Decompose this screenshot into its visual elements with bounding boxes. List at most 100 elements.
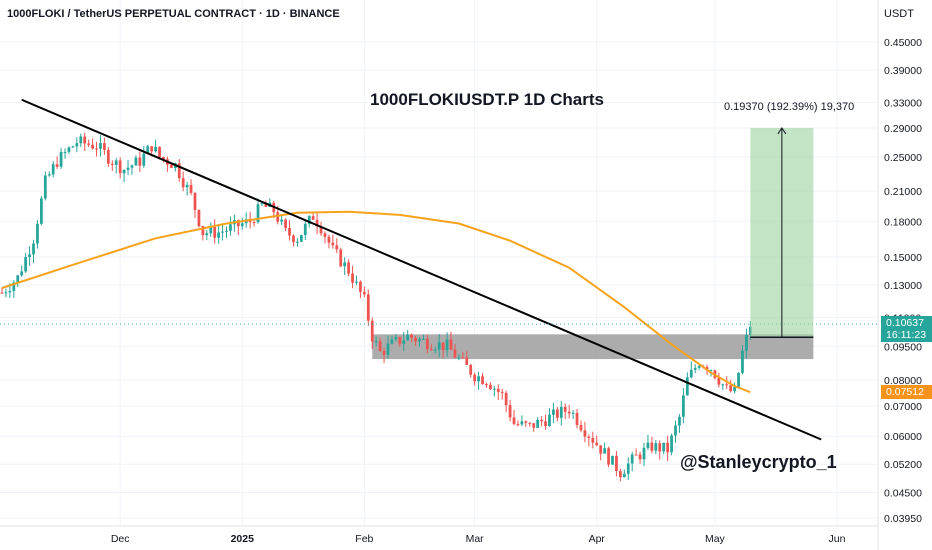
candle xyxy=(106,149,110,164)
candle xyxy=(481,376,484,385)
candle xyxy=(189,184,193,193)
candle xyxy=(91,144,94,149)
candle xyxy=(489,384,492,390)
candle xyxy=(441,342,445,351)
price-tick-label: 0.18000 xyxy=(884,216,922,228)
price-tick-label: 0.29000 xyxy=(884,123,922,135)
candle xyxy=(130,165,134,168)
price-tick-label: 0.04500 xyxy=(884,487,922,499)
candle xyxy=(197,209,201,227)
candle xyxy=(638,454,642,460)
candle xyxy=(469,364,473,375)
candle xyxy=(40,198,43,224)
currency-label[interactable]: USDT xyxy=(884,8,914,20)
candle xyxy=(378,341,382,352)
candle xyxy=(43,175,47,199)
candle xyxy=(142,153,146,166)
candle xyxy=(548,414,551,427)
candle xyxy=(693,367,697,370)
candle xyxy=(240,223,244,227)
candle xyxy=(516,424,520,426)
trendline[interactable] xyxy=(21,98,822,441)
candle xyxy=(418,338,421,342)
last-price-tag: 0.10637 16:11:23 xyxy=(881,316,932,343)
price-tick-label: 0.07000 xyxy=(884,401,922,413)
candle xyxy=(670,435,673,453)
candle xyxy=(307,216,311,224)
candle xyxy=(398,337,402,344)
candle xyxy=(587,436,591,438)
candle xyxy=(288,227,291,236)
price-tick-label: 0.33000 xyxy=(884,98,922,110)
candle xyxy=(626,463,630,474)
measure-label: 0.19370 (192.39%) 19,370 xyxy=(724,101,855,113)
candle xyxy=(87,143,91,145)
candle xyxy=(595,442,599,446)
candle xyxy=(599,445,603,454)
symbol-title[interactable]: 1000FLOKI / TetherUS PERPETUAL CONTRACT … xyxy=(7,8,340,20)
candle xyxy=(79,136,83,144)
candle xyxy=(485,384,488,386)
candle xyxy=(465,357,469,365)
candle xyxy=(540,419,543,422)
candle xyxy=(678,416,681,426)
candle xyxy=(63,151,67,153)
candle xyxy=(201,226,205,236)
candle xyxy=(229,224,232,231)
candle xyxy=(603,448,606,454)
candle xyxy=(504,392,508,406)
candle xyxy=(209,226,213,234)
candle xyxy=(213,226,217,238)
candle xyxy=(296,241,299,243)
candle xyxy=(225,230,228,232)
candle xyxy=(20,271,24,276)
candle xyxy=(51,164,55,175)
candle xyxy=(500,391,504,393)
ma-price-tag: 0.07512 xyxy=(881,385,932,400)
candle xyxy=(622,473,626,478)
candle xyxy=(0,292,4,294)
candle xyxy=(615,455,618,471)
candle xyxy=(28,254,31,258)
candle xyxy=(729,385,733,392)
candle xyxy=(323,233,327,237)
candle xyxy=(260,203,264,205)
candle xyxy=(158,146,161,158)
candle xyxy=(284,219,287,228)
candle xyxy=(8,290,12,293)
candle xyxy=(12,282,16,291)
candle xyxy=(75,143,79,147)
candle xyxy=(315,219,319,227)
candle xyxy=(725,384,729,386)
candle xyxy=(445,339,449,351)
candle xyxy=(473,374,477,382)
candle xyxy=(571,412,575,414)
time-axis[interactable]: Dec 2025 Feb Mar Apr May Jun xyxy=(111,533,846,545)
candle xyxy=(162,157,165,160)
candle xyxy=(745,334,748,351)
candle xyxy=(110,163,114,165)
candle xyxy=(351,273,354,283)
candle xyxy=(264,203,268,207)
candle xyxy=(252,222,256,224)
candle xyxy=(103,143,106,150)
candle xyxy=(685,377,689,396)
date-tick-label: May xyxy=(705,533,726,545)
candle xyxy=(59,151,63,167)
candle xyxy=(217,232,221,238)
moving-average-line xyxy=(1,210,751,394)
price-axis[interactable]: 0.45000 0.39000 0.33000 0.29000 0.25000 0.210… xyxy=(884,37,922,525)
date-tick-label: Apr xyxy=(589,533,606,545)
candle xyxy=(343,262,347,267)
candle xyxy=(709,370,713,372)
candle xyxy=(583,430,587,437)
candle xyxy=(362,291,366,295)
price-tick-label: 0.03950 xyxy=(884,513,922,525)
candle xyxy=(236,220,240,227)
candle xyxy=(99,143,102,149)
measure-tool[interactable] xyxy=(750,127,814,338)
price-tick-label: 0.05200 xyxy=(884,459,922,471)
candle xyxy=(555,409,559,418)
candle xyxy=(327,236,331,243)
